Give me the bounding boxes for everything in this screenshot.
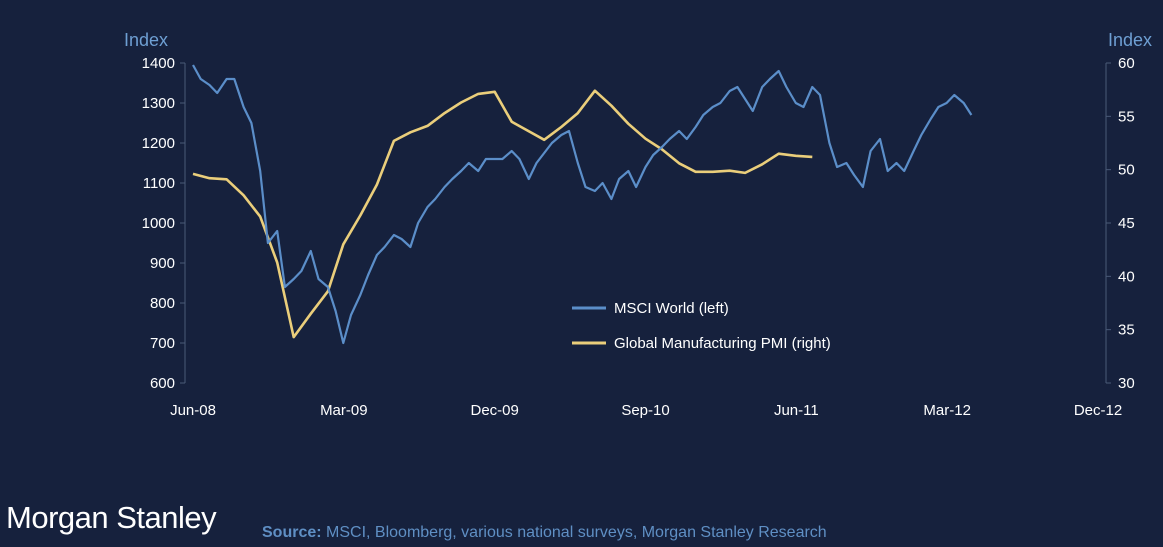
left-tick-label: 1100	[143, 175, 175, 192]
source-note: Source: MSCI, Bloomberg, various nationa…	[262, 524, 827, 542]
right-tick-label: 60	[1118, 55, 1135, 72]
legend-label: Global Manufacturing PMI (right)	[614, 335, 831, 352]
left-axis-unit: Index	[124, 30, 168, 50]
pmi-series-line	[192, 89, 813, 339]
msci-series-line	[192, 64, 973, 345]
source-text: MSCI, Bloomberg, various national survey…	[321, 524, 827, 541]
right-tick-label: 55	[1118, 108, 1135, 125]
series-layer	[192, 64, 973, 345]
x-tick-label: Jun-11	[774, 402, 819, 419]
left-tick-label: 600	[150, 375, 175, 392]
right-tick-label: 45	[1118, 215, 1135, 232]
right-axis-unit: Index	[1108, 30, 1152, 50]
x-tick-label: Dec-12	[1074, 402, 1122, 419]
x-tick-label: Jun-08	[170, 402, 216, 419]
left-tick-label: 800	[150, 295, 175, 312]
right-tick-label: 40	[1118, 268, 1135, 285]
x-tick-label: Sep-10	[621, 402, 669, 419]
right-tick-label: 35	[1118, 322, 1135, 339]
x-tick-label: Dec-09	[470, 402, 518, 419]
morgan-stanley-logo: Morgan Stanley	[6, 500, 217, 535]
chart: Index Index 600 700 800 900 1000 1100 1200 1300…	[124, 30, 1152, 419]
left-tick-label: 1200	[142, 135, 175, 152]
right-tick-label: 30	[1118, 375, 1135, 392]
legend-label: MSCI World (left)	[614, 300, 729, 317]
left-tick-label: 1400	[142, 55, 175, 72]
source-label: Source:	[262, 524, 322, 541]
left-tick-label: 1000	[142, 215, 175, 232]
legend: MSCI World (left) Global Manufacturing PM…	[572, 300, 831, 352]
left-tick-label: 700	[150, 335, 175, 352]
axes: 600 700 800 900 1000 1100 1200 1300 1400 30 35 40 45…	[142, 55, 1135, 419]
left-tick-label: 1300	[142, 95, 175, 112]
left-tick-label: 900	[150, 255, 175, 272]
x-tick-label: Mar-09	[320, 402, 368, 419]
right-tick-label: 50	[1118, 162, 1135, 179]
x-tick-label: Mar-12	[923, 402, 971, 419]
